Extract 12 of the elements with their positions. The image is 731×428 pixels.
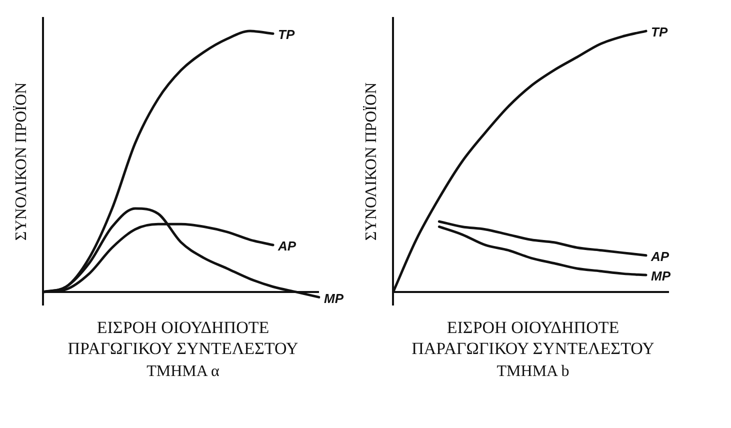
text: ΤΜΗΜΑ α [146, 363, 220, 381]
y-axis-title: ΣΥΝΟΛΙΚΟΝ ΠΡΟΪΟΝ [12, 82, 30, 241]
y-axis-title: ΣΥΝΟΛΙΚΟΝ ΠΡΟΪΟΝ [362, 82, 380, 241]
series-label: AP [650, 249, 670, 264]
x-axis-title: ΕΙΣΡΟΗ ΟΙΟΥΔΗΠΟΤΕ ΠΡΑΓΩΓΙΚΟΥ ΣΥΝΤΕΛΕΣΤΟΥ [66, 317, 300, 359]
x-axis-title: ΕΙΣΡΟΗ ΟΙΟΥΔΗΠΟΤΕ ΠΑΡΑΓΩΓΙΚΟΥ ΣΥΝΤΕΛΕΣΤΟΥ [410, 317, 656, 359]
series-label: MP [651, 268, 671, 284]
text: ΤΜΗΜΑ b [496, 363, 570, 381]
series-label: MP [324, 290, 344, 306]
series-label: TP [278, 27, 295, 42]
series-label: AP [277, 238, 296, 254]
series-label: TP [651, 24, 668, 40]
